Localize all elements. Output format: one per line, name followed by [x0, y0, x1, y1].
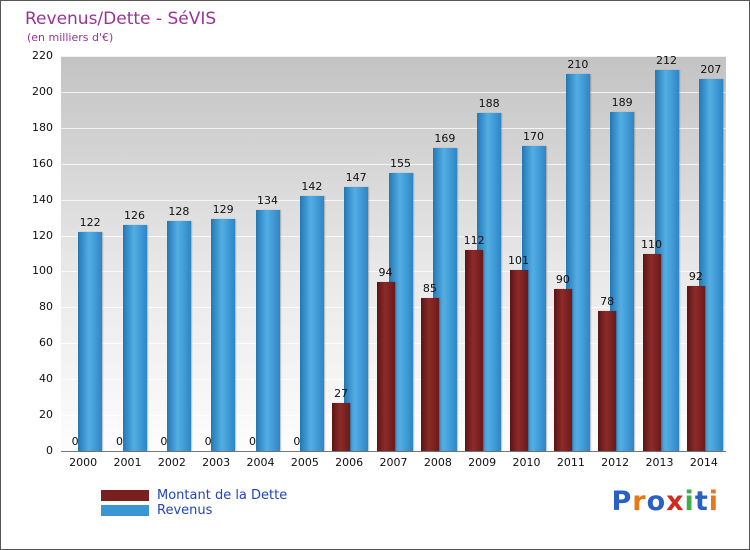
x-axis-label: 2012	[601, 456, 630, 469]
dette-legend-label: Montant de la Dette	[157, 488, 288, 503]
revenus-value-label: 142	[301, 180, 323, 194]
revenus-value-label: 128	[168, 205, 190, 219]
y-axis-label: 220	[32, 49, 53, 62]
logo-letter: i	[684, 486, 695, 517]
logo-letter: o	[646, 486, 667, 517]
logo-letter: x	[666, 486, 685, 517]
legend-row-revenus: Revenus	[101, 503, 287, 518]
x-axis-label: 2002	[157, 456, 186, 469]
dette-bar	[509, 269, 528, 451]
revenus-value-label: 169	[434, 131, 456, 145]
revenus-bar	[211, 219, 236, 451]
y-grid-line	[61, 91, 726, 93]
x-axis-label: 2003	[202, 456, 231, 469]
y-axis-label: 100	[32, 264, 53, 278]
dette-value-label: 27	[334, 386, 349, 400]
dette-bar	[332, 402, 351, 451]
logo-letter: P	[611, 486, 633, 517]
dette-value-label: 78	[600, 294, 615, 308]
x-axis-label: 2001	[113, 456, 142, 469]
y-axis-label: 200	[32, 84, 53, 98]
dette-value-label: 92	[688, 269, 703, 283]
plot-area	[61, 56, 726, 452]
revenus-legend-swatch	[101, 505, 149, 516]
y-axis-label: 140	[32, 192, 53, 206]
y-axis-label: 120	[32, 228, 53, 242]
x-axis-label: 2009	[468, 456, 497, 469]
logo-letter: t	[694, 486, 709, 517]
chart-subtitle: (en milliers d'€)	[27, 31, 114, 44]
x-axis-label: 2006	[335, 456, 364, 469]
revenus-value-label: 155	[390, 156, 411, 170]
y-axis-label: 20	[39, 408, 53, 422]
chart-title: Revenus/Dette - SéVIS	[25, 9, 217, 29]
x-axis-label: 2011	[556, 456, 585, 469]
y-grid-line	[61, 56, 726, 57]
dette-value-label: 112	[463, 233, 485, 247]
proxiti-logo: Proxiti	[611, 486, 719, 517]
revenus-bar	[122, 224, 147, 451]
revenus-value-label: 147	[345, 171, 367, 185]
dette-bar	[420, 298, 439, 451]
y-axis-label: 40	[39, 372, 53, 386]
dette-value-label: 94	[378, 266, 393, 280]
dette-value-label: 0	[71, 435, 79, 448]
dette-value-label: 0	[116, 435, 123, 448]
dette-value-label: 101	[508, 253, 529, 267]
x-axis-label: 2014	[689, 456, 718, 469]
y-axis-label: 80	[39, 300, 53, 314]
revenus-value-label: 188	[478, 97, 500, 111]
dette-value-label: 0	[160, 435, 168, 448]
dette-bar	[465, 249, 484, 451]
revenus-value-label: 189	[611, 95, 633, 109]
dette-bar	[642, 253, 661, 451]
x-axis-label: 2004	[246, 456, 275, 469]
revenus-value-label: 170	[523, 129, 544, 143]
logo-letter: r	[632, 486, 647, 517]
dette-value-label: 90	[555, 273, 570, 287]
revenus-bar	[166, 221, 191, 451]
revenus-value-label: 207	[700, 63, 722, 77]
y-grid-line	[61, 127, 726, 129]
y-grid-line	[61, 163, 726, 165]
x-axis-label: 2008	[423, 456, 452, 469]
revenus-value-label: 134	[257, 194, 278, 208]
dette-value-label: 0	[249, 435, 256, 448]
legend: Montant de la Dette Revenus	[101, 488, 287, 518]
y-axis-label: 60	[39, 336, 53, 350]
x-axis-label: 2005	[290, 456, 319, 469]
revenus-value-label: 126	[124, 208, 145, 222]
revenus-value-label: 129	[212, 203, 234, 217]
y-axis-label: 180	[32, 120, 53, 134]
revenus-value-label: 122	[79, 215, 101, 229]
dette-bar	[376, 282, 395, 451]
dette-value-label: 110	[641, 237, 662, 251]
x-axis-label: 2013	[645, 456, 674, 469]
dette-value-label: 0	[204, 435, 212, 448]
y-axis-label: 160	[32, 156, 53, 170]
y-axis-label: 0	[46, 444, 53, 457]
revenus-bar	[255, 210, 280, 451]
dette-value-label: 0	[293, 435, 301, 448]
revenus-value-label: 210	[567, 57, 589, 71]
logo-letter: i	[708, 486, 719, 517]
legend-row-dette: Montant de la Dette	[101, 488, 287, 503]
dette-value-label: 85	[422, 282, 437, 296]
dette-bar	[686, 285, 705, 451]
x-axis-label: 2010	[512, 456, 541, 469]
dette-bar	[553, 289, 572, 451]
revenus-bar	[299, 196, 324, 451]
x-axis-label: 2007	[379, 456, 408, 469]
dette-legend-swatch	[101, 490, 149, 501]
revenus-legend-label: Revenus	[157, 503, 213, 518]
revenus-value-label: 212	[656, 54, 677, 68]
dette-bar	[598, 310, 617, 451]
x-axis-label: 2000	[69, 456, 98, 469]
revenus-bar	[78, 231, 103, 451]
